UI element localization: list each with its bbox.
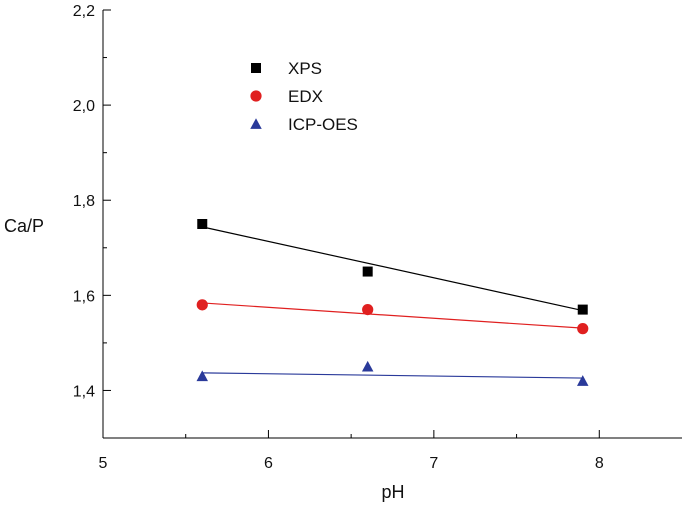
fit-line-edx	[202, 302, 583, 329]
point-edx	[196, 299, 208, 311]
fit-lines	[202, 226, 583, 379]
point-xps	[577, 304, 588, 315]
point-edx	[362, 304, 374, 316]
point-edx	[577, 323, 589, 335]
point-icp-oes	[196, 370, 209, 382]
x-tick-label: 7	[429, 455, 438, 472]
x-tick-label: 6	[264, 455, 273, 472]
fit-line-xps	[202, 226, 583, 312]
legend-label-xps: XPS	[288, 59, 322, 78]
y-tick-label: 1,8	[73, 193, 95, 210]
y-tick-label: 2,2	[73, 3, 95, 20]
y-tick-label: 2,0	[73, 98, 95, 115]
fit-line-icp-oes	[202, 372, 583, 379]
axes: 5 6 7 8 1,4 1,6 1,8 2,0 2,2	[73, 3, 682, 472]
legend-label-edx: EDX	[288, 87, 323, 106]
legend-marker-icp-oes	[250, 118, 262, 129]
x-tick-label: 8	[595, 455, 604, 472]
y-tick-label: 1,4	[73, 383, 95, 400]
x-tick-label: 5	[99, 455, 108, 472]
point-xps	[362, 266, 373, 277]
y-tick-label: 1,6	[73, 288, 95, 305]
y-axis-title: Ca/P	[4, 216, 44, 236]
legend-marker-edx	[250, 90, 262, 102]
data-points	[196, 219, 589, 386]
point-icp-oes	[361, 360, 374, 372]
point-icp-oes	[576, 375, 589, 386]
legend: XPS EDX ICP-OES	[250, 59, 358, 134]
x-axis-title: pH	[381, 482, 404, 502]
legend-marker-xps	[251, 63, 261, 73]
point-xps	[197, 219, 208, 229]
legend-label-icp-oes: ICP-OES	[288, 115, 358, 134]
